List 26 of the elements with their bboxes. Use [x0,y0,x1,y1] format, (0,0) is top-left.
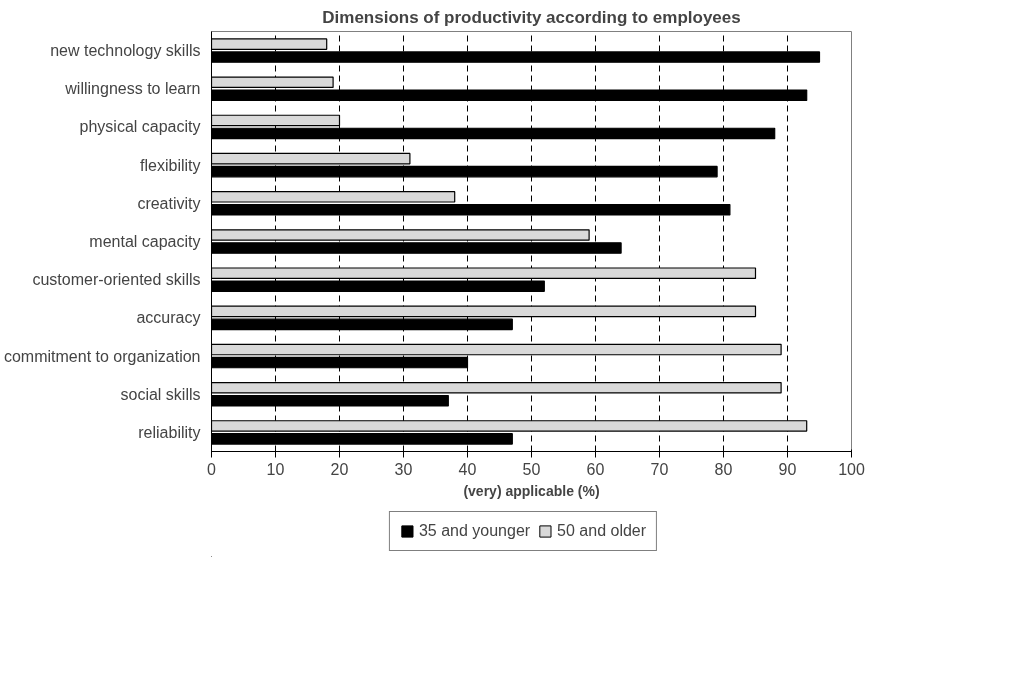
y-tick-label: flexibility [140,156,201,174]
y-tick-label: creativity [137,194,201,212]
y-tick-label: social skills [120,385,201,403]
x-tick-label: 60 [586,460,605,478]
y-tick-label: commitment to organization [3,347,201,365]
y-tick-label: reliability [138,423,201,441]
y-tick-label: customer-oriented skills [32,271,201,289]
x-tick-label: 0 [207,460,217,478]
y-tick-label: physical capacity [79,118,201,136]
x-tick-label: 30 [394,460,413,478]
x-tick-label: 40 [458,460,477,478]
x-tick-label: 70 [650,460,669,478]
legend-label: 50 and older [557,522,647,540]
y-tick-label: accuracy [136,309,201,327]
x-tick-label: 20 [330,460,349,478]
x-tick-label: 100 [838,460,865,478]
x-tick-label: 80 [714,460,733,478]
y-tick-label: mental capacity [89,233,201,250]
legend-label: 35 and younger [418,522,531,540]
y-tick-label: new technology skills [50,42,201,60]
x-tick-label: 90 [778,460,797,478]
x-tick-label: 10 [266,460,285,478]
x-axis-title: (very) applicable (%) [463,482,600,499]
x-tick-label: 50 [522,460,541,478]
y-tick-label: willingness to learn [64,80,201,98]
chart-title: Dimensions of productivity according to employees [322,7,741,27]
